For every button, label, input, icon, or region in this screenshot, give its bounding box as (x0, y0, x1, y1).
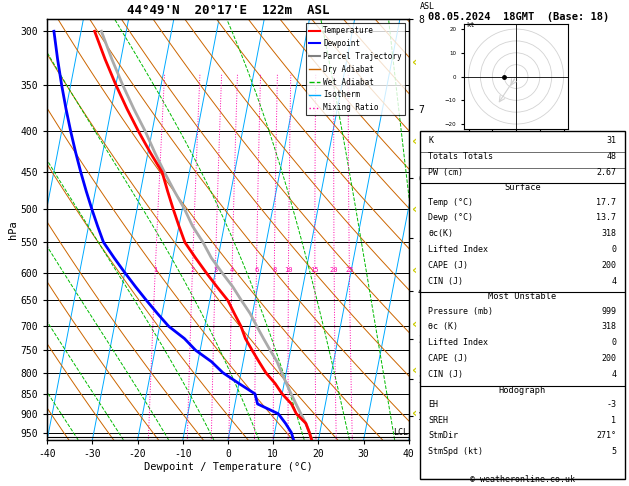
Text: PW (cm): PW (cm) (428, 168, 464, 176)
Text: Totals Totals: Totals Totals (428, 152, 493, 161)
Text: Most Unstable: Most Unstable (488, 292, 557, 301)
Text: K: K (428, 136, 433, 145)
Text: km
ASL: km ASL (420, 0, 435, 11)
Text: Hodograph: Hodograph (499, 385, 546, 395)
Text: 200: 200 (601, 354, 616, 363)
Text: Dewp (°C): Dewp (°C) (428, 213, 474, 223)
Text: © weatheronline.co.uk: © weatheronline.co.uk (470, 474, 574, 484)
Text: 318: 318 (601, 322, 616, 331)
Text: ‹: ‹ (412, 406, 417, 419)
Text: ‹: ‹ (412, 56, 417, 69)
Title: 44°49'N  20°17'E  122m  ASL: 44°49'N 20°17'E 122m ASL (127, 4, 329, 17)
Text: 4: 4 (611, 370, 616, 379)
Text: 999: 999 (601, 307, 616, 315)
Text: 2: 2 (190, 267, 194, 273)
Text: ‹: ‹ (412, 203, 417, 216)
Text: 25: 25 (345, 267, 353, 273)
Text: 10: 10 (284, 267, 292, 273)
Text: 8: 8 (272, 267, 276, 273)
Text: 0: 0 (611, 245, 616, 254)
Text: 200: 200 (601, 260, 616, 270)
Text: kt: kt (466, 22, 475, 28)
Text: Lifted Index: Lifted Index (428, 338, 488, 347)
Text: CAPE (J): CAPE (J) (428, 354, 469, 363)
Text: 5: 5 (611, 447, 616, 456)
Y-axis label: hPa: hPa (8, 220, 18, 239)
Text: 31: 31 (606, 136, 616, 145)
Text: 48: 48 (606, 152, 616, 161)
Text: θc (K): θc (K) (428, 322, 459, 331)
Text: ‹: ‹ (412, 135, 417, 148)
Text: 1: 1 (611, 416, 616, 425)
Text: CAPE (J): CAPE (J) (428, 260, 469, 270)
Text: Pressure (mb): Pressure (mb) (428, 307, 493, 315)
Text: 1: 1 (153, 267, 157, 273)
Text: Lifted Index: Lifted Index (428, 245, 488, 254)
Text: EH: EH (428, 399, 438, 409)
Text: 20: 20 (330, 267, 338, 273)
X-axis label: Dewpoint / Temperature (°C): Dewpoint / Temperature (°C) (143, 462, 313, 471)
Text: StmSpd (kt): StmSpd (kt) (428, 447, 483, 456)
Text: SREH: SREH (428, 416, 448, 425)
Text: 15: 15 (311, 267, 319, 273)
Text: 0: 0 (611, 338, 616, 347)
Text: CIN (J): CIN (J) (428, 277, 464, 286)
Text: 6: 6 (254, 267, 259, 273)
Text: 17.7: 17.7 (596, 197, 616, 207)
Legend: Temperature, Dewpoint, Parcel Trajectory, Dry Adiabat, Wet Adiabat, Isotherm, Mi: Temperature, Dewpoint, Parcel Trajectory… (306, 23, 405, 115)
Text: θc(K): θc(K) (428, 229, 454, 238)
Text: Surface: Surface (504, 183, 541, 192)
Text: ‹: ‹ (412, 318, 417, 331)
Text: 13.7: 13.7 (596, 213, 616, 223)
Text: LCL: LCL (393, 428, 408, 436)
Text: CIN (J): CIN (J) (428, 370, 464, 379)
Text: -3: -3 (606, 399, 616, 409)
Text: 08.05.2024  18GMT  (Base: 18): 08.05.2024 18GMT (Base: 18) (428, 12, 610, 22)
Text: ‹: ‹ (412, 364, 417, 377)
Text: ‹: ‹ (412, 264, 417, 277)
Text: 3: 3 (213, 267, 218, 273)
Text: Mixing Ratio (g/kg): Mixing Ratio (g/kg) (428, 203, 437, 298)
Text: StmDir: StmDir (428, 431, 459, 440)
Text: 318: 318 (601, 229, 616, 238)
Text: 271°: 271° (596, 431, 616, 440)
Text: Temp (°C): Temp (°C) (428, 197, 474, 207)
Text: 4: 4 (611, 277, 616, 286)
Text: 4: 4 (230, 267, 234, 273)
Text: 2.67: 2.67 (596, 168, 616, 176)
